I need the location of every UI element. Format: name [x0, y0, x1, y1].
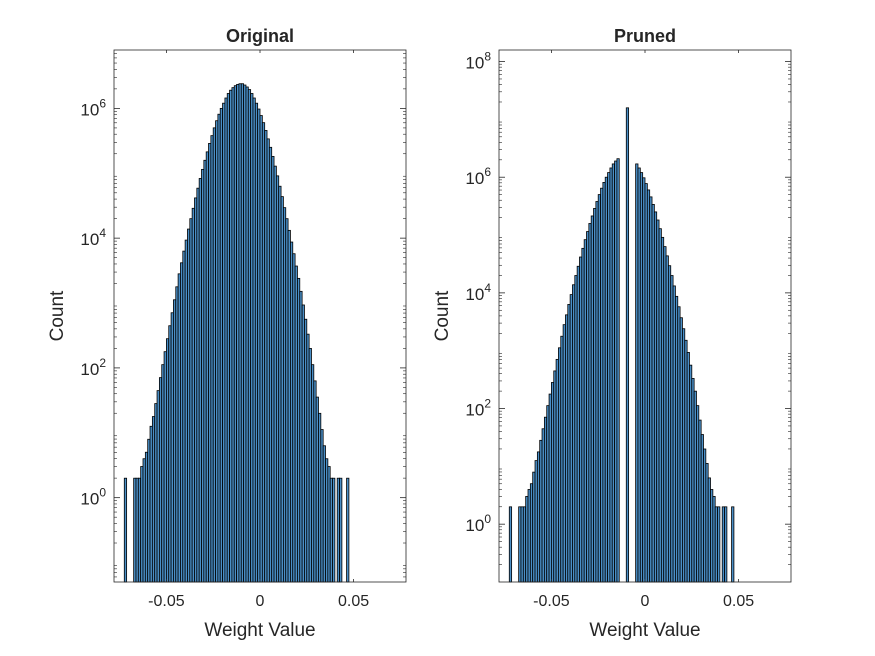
x-tick-label: -0.05 — [533, 593, 570, 610]
x-tick-label: 0.05 — [723, 593, 754, 610]
y-tick-label: 104 — [80, 226, 106, 249]
y-tick-base: 10 — [465, 285, 484, 304]
y-tick-label: 106 — [80, 96, 106, 119]
histogram-bar — [724, 506, 728, 583]
histogram-bar — [625, 107, 630, 583]
y-tick-label: 108 — [465, 50, 491, 73]
histogram-bar — [332, 477, 336, 583]
y-tick-base: 10 — [80, 230, 99, 249]
y-tick-label: 100 — [80, 486, 106, 509]
y-tick-exponent: 2 — [99, 356, 106, 370]
y-tick-exponent: 4 — [99, 226, 106, 240]
y-tick-base: 10 — [80, 100, 99, 119]
y-tick-base: 10 — [465, 54, 484, 73]
histogram-bar — [508, 506, 513, 583]
x-tick-label: 0 — [641, 593, 650, 610]
y-tick-exponent: 0 — [484, 512, 491, 526]
histogram-bar — [123, 477, 128, 583]
x-tick-label: 0 — [256, 593, 265, 610]
x-tick-label: 0.05 — [338, 593, 369, 610]
chart-title: Pruned — [614, 26, 676, 46]
y-tick-base: 10 — [80, 490, 99, 509]
y-tick-exponent: 4 — [484, 281, 491, 295]
y-tick-exponent: 0 — [99, 486, 106, 500]
y-tick-label: 102 — [465, 397, 491, 420]
y-tick-base: 10 — [465, 401, 484, 420]
histogram-bar — [616, 158, 620, 583]
x-axis-label: Weight Value — [204, 620, 315, 641]
y-tick-label: 102 — [80, 356, 106, 379]
y-tick-exponent: 2 — [484, 397, 491, 411]
y-axis-label: Count — [47, 290, 68, 341]
chart-title: Original — [226, 26, 294, 46]
histogram-bar — [346, 477, 350, 583]
histogram-bar — [339, 477, 343, 583]
x-axis-label: Weight Value — [589, 620, 700, 641]
y-tick-base: 10 — [80, 360, 99, 379]
x-tick-label: -0.05 — [148, 593, 185, 610]
y-tick-label: 100 — [465, 512, 491, 535]
y-tick-label: 104 — [465, 281, 491, 304]
y-tick-exponent: 6 — [484, 165, 491, 179]
y-tick-base: 10 — [465, 516, 484, 535]
y-tick-label: 106 — [465, 165, 491, 188]
y-tick-base: 10 — [465, 169, 484, 188]
y-tick-exponent: 8 — [484, 50, 491, 64]
y-tick-exponent: 6 — [99, 96, 106, 110]
histogram-bar — [731, 506, 735, 583]
y-axis-label: Count — [432, 290, 453, 341]
histogram-bar — [717, 506, 721, 583]
